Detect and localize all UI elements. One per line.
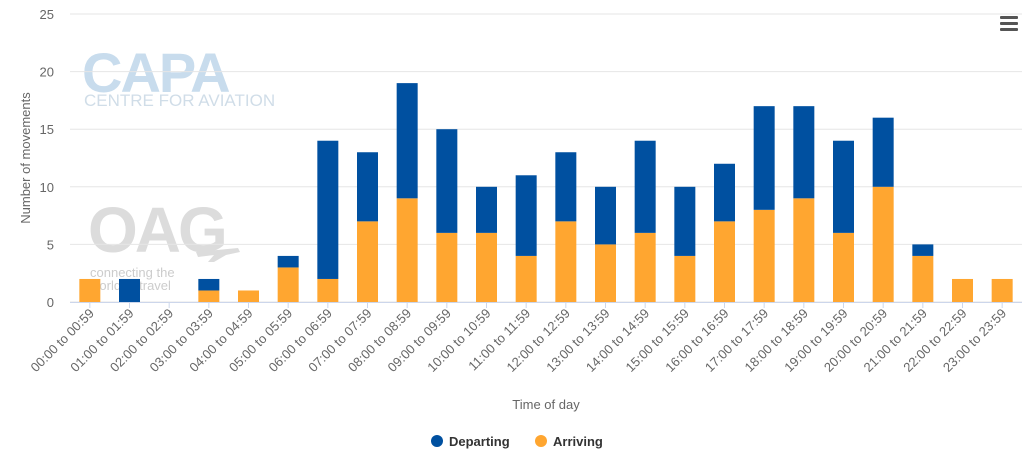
menu-icon-bar	[1000, 16, 1018, 19]
y-tick-label: 0	[47, 295, 54, 310]
bar-departing[interactable]	[674, 186, 696, 256]
legend-marker	[431, 435, 443, 447]
bar-arriving[interactable]	[238, 290, 259, 302]
bar-arriving[interactable]	[357, 221, 378, 302]
legend-label: Departing	[449, 434, 510, 449]
y-tick-label: 25	[40, 7, 54, 22]
bar-departing[interactable]	[912, 244, 934, 256]
legend-item[interactable]: Arriving	[535, 434, 603, 449]
capa-logo-text: CAPA	[82, 41, 229, 104]
bar-arriving[interactable]	[555, 221, 577, 302]
bar-arriving[interactable]	[872, 186, 894, 302]
x-axis-title: Time of day	[512, 397, 580, 412]
y-tick-label: 20	[40, 65, 54, 80]
bar-arriving[interactable]	[833, 232, 854, 302]
bar-departing[interactable]	[753, 106, 775, 210]
bar-arriving[interactable]	[198, 290, 220, 302]
bar-arriving[interactable]	[753, 209, 775, 302]
legend-item[interactable]: Departing	[431, 434, 510, 449]
bar-arriving[interactable]	[515, 255, 537, 302]
bar-departing[interactable]	[714, 163, 735, 222]
bar-departing[interactable]	[198, 278, 220, 291]
y-axis-title: Number of movements	[18, 92, 33, 224]
bar-arriving[interactable]	[634, 232, 656, 302]
bar-departing[interactable]	[396, 83, 418, 199]
bar-departing[interactable]	[476, 186, 497, 233]
capa-watermark: CAPA CENTRE FOR AVIATION	[82, 41, 275, 110]
bar-departing[interactable]	[317, 140, 339, 279]
chart-menu-button[interactable]	[998, 16, 1020, 36]
bar-departing[interactable]	[277, 255, 299, 268]
bar-arriving[interactable]	[793, 198, 815, 302]
y-tick-label: 15	[40, 122, 54, 137]
bar-arriving[interactable]	[476, 232, 497, 302]
bar-departing[interactable]	[595, 186, 616, 245]
gridlines	[70, 13, 1022, 303]
bar-arriving[interactable]	[714, 221, 735, 302]
bar-departing[interactable]	[634, 140, 656, 233]
bar-departing[interactable]	[436, 129, 458, 233]
bar-arriving[interactable]	[317, 278, 339, 302]
bar-arriving[interactable]	[991, 278, 1013, 302]
y-tick-label: 5	[47, 237, 54, 252]
bar-departing[interactable]	[555, 152, 577, 222]
bar-departing[interactable]	[119, 278, 140, 302]
airplane-icon	[196, 248, 240, 262]
capa-subtitle-text: CENTRE FOR AVIATION	[84, 91, 275, 110]
bar-arriving[interactable]	[277, 267, 299, 302]
y-tick-label: 10	[40, 180, 54, 195]
menu-icon-bar	[1000, 28, 1018, 31]
bar-departing[interactable]	[357, 152, 378, 222]
menu-icon-bar	[1000, 22, 1018, 25]
bar-arriving[interactable]	[952, 278, 973, 302]
bar-arriving[interactable]	[79, 278, 101, 302]
bar-arriving[interactable]	[436, 232, 458, 302]
bar-departing[interactable]	[872, 117, 894, 187]
bar-arriving[interactable]	[912, 255, 934, 302]
bar-departing[interactable]	[833, 140, 854, 233]
bar-arriving[interactable]	[674, 255, 696, 302]
oag-watermark: OAG connecting the world of travel	[88, 194, 240, 293]
legend-marker	[535, 435, 547, 447]
bars	[79, 83, 1013, 302]
y-axis: 0 5 10 15 20 25	[40, 7, 54, 310]
bar-arriving[interactable]	[396, 198, 418, 302]
legend: Departing Arriving	[431, 434, 603, 449]
legend-label: Arriving	[553, 434, 603, 449]
bar-arriving[interactable]	[595, 244, 616, 302]
bar-departing[interactable]	[515, 175, 537, 256]
bar-departing[interactable]	[793, 106, 815, 199]
oag-tagline-line1: connecting the	[90, 265, 175, 280]
